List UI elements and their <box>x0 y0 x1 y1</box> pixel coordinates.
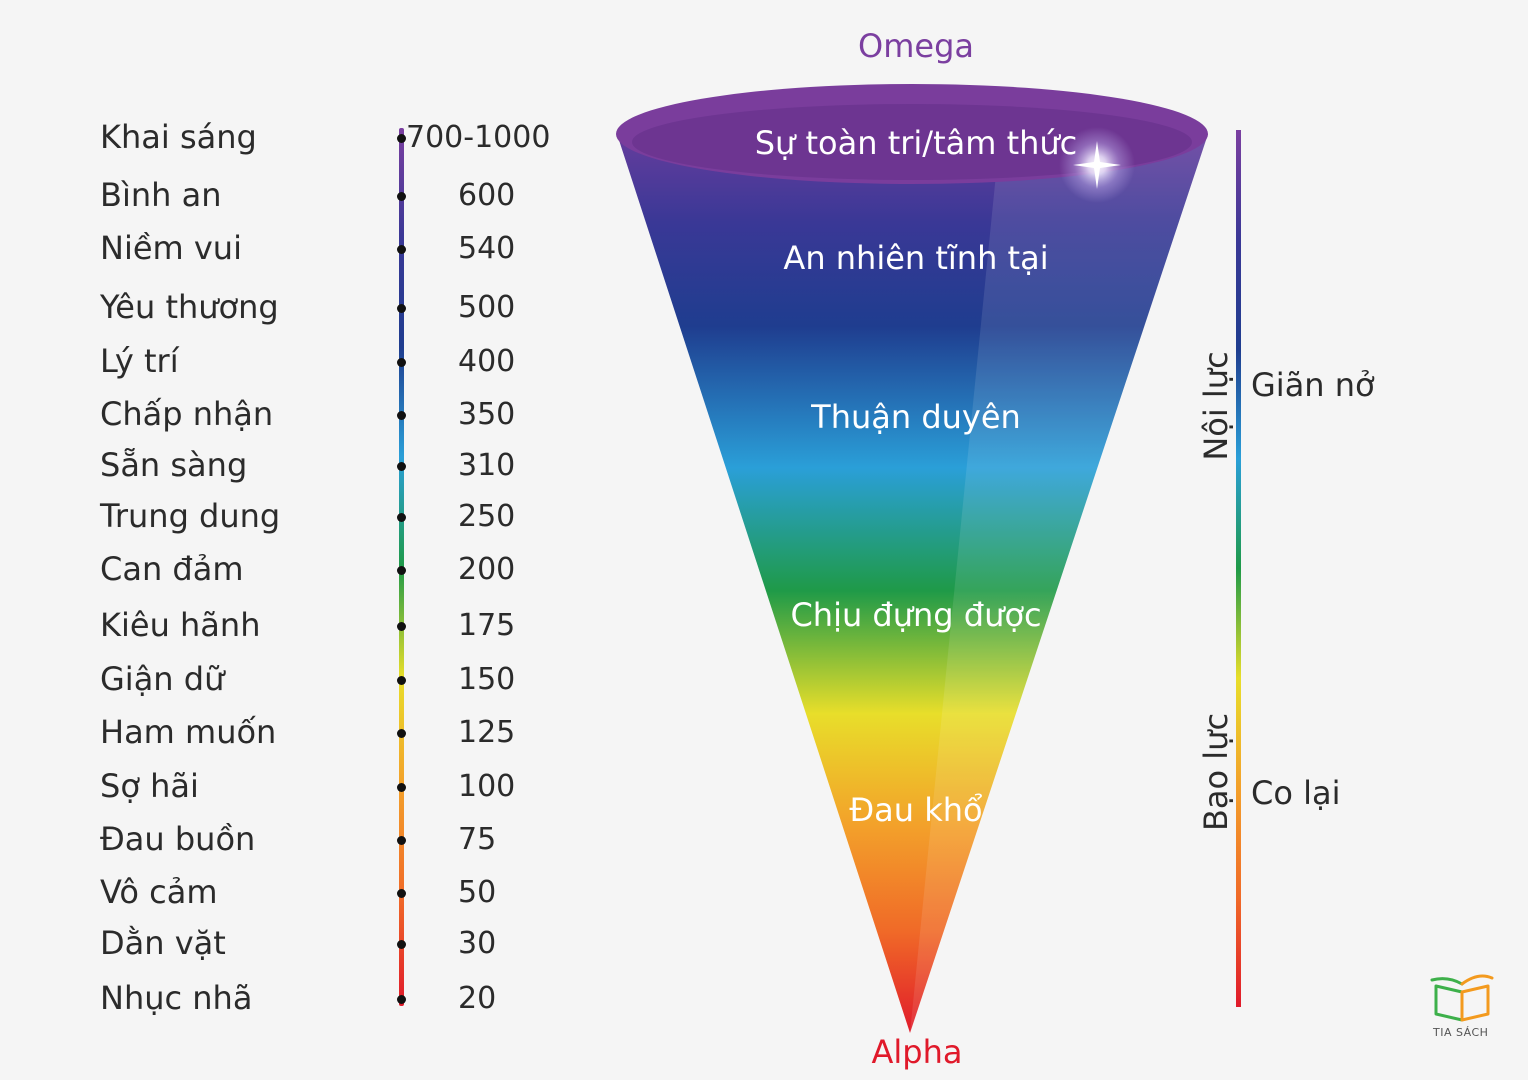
violence-label: Bạo lực <box>1197 712 1235 832</box>
level-value: 200 <box>458 552 516 587</box>
cone-highlight <box>910 134 1208 1033</box>
level-dot <box>397 245 406 254</box>
logo-text: TIA SÁCH <box>1433 1026 1489 1039</box>
omega-label: Omega <box>858 27 974 65</box>
level-dot <box>397 411 406 420</box>
level-dot <box>397 836 406 845</box>
expand-label: Giãn nở <box>1251 366 1375 404</box>
level-value: 400 <box>458 344 516 379</box>
contract-label: Co lại <box>1251 774 1341 812</box>
sparkle-icon <box>1059 127 1135 203</box>
level-dot <box>397 134 406 143</box>
level-dot <box>397 783 406 792</box>
cone-rim-shade <box>632 104 1192 180</box>
level-label: Chấp nhận <box>100 395 274 433</box>
level-value: 150 <box>458 662 516 697</box>
level-label: Ham muốn <box>100 713 277 751</box>
cone-stage-label: Sự toàn tri/tâm thức <box>754 124 1078 162</box>
tia-sach-logo <box>1430 974 1494 1022</box>
level-dot <box>397 729 406 738</box>
level-dot <box>397 676 406 685</box>
level-value: 500 <box>458 290 516 325</box>
level-dot <box>397 358 406 367</box>
inner-force-label: Nội lực <box>1197 351 1235 461</box>
level-value: 600 <box>458 178 516 213</box>
level-label: Kiêu hãnh <box>100 606 261 644</box>
level-dot <box>397 304 406 313</box>
level-label: Trung dung <box>100 497 281 535</box>
level-label: Sẵn sàng <box>100 446 248 484</box>
level-label: Khai sáng <box>100 118 257 156</box>
level-value: 700-1000 <box>406 120 551 155</box>
level-value: 540 <box>458 231 516 266</box>
cone-stage-label: Thuận duyên <box>811 398 1021 436</box>
level-dot <box>397 889 406 898</box>
level-label: Niềm vui <box>100 229 242 267</box>
level-value: 175 <box>458 608 516 643</box>
level-label: Giận dữ <box>100 660 225 698</box>
level-dot <box>397 462 406 471</box>
level-value: 20 <box>458 981 497 1016</box>
cone-stage-label: An nhiên tĩnh tại <box>783 239 1049 277</box>
level-label: Đau buồn <box>100 820 256 858</box>
level-dot <box>397 513 406 522</box>
level-dot <box>397 940 406 949</box>
level-dot <box>397 622 406 631</box>
level-value: 125 <box>458 715 516 750</box>
level-value: 50 <box>458 875 497 910</box>
level-dot <box>397 566 406 575</box>
level-dot <box>397 995 406 1004</box>
level-value: 350 <box>458 397 516 432</box>
level-label: Yêu thương <box>100 288 279 326</box>
level-dot <box>397 192 406 201</box>
level-value: 30 <box>458 926 497 961</box>
level-value: 310 <box>458 448 516 483</box>
level-label: Vô cảm <box>100 873 218 911</box>
cone-stage-label: Chịu đựng được <box>790 596 1042 634</box>
level-value: 100 <box>458 769 516 804</box>
level-label: Bình an <box>100 176 222 214</box>
cone-body <box>617 134 1208 1033</box>
level-label: Can đảm <box>100 550 244 588</box>
level-label: Nhục nhã <box>100 979 253 1017</box>
cone-stage-label: Đau khổ <box>849 791 983 829</box>
level-value: 250 <box>458 499 516 534</box>
level-label: Sợ hãi <box>100 767 199 805</box>
level-label: Dằn vặt <box>100 924 226 962</box>
alpha-label: Alpha <box>871 1033 963 1071</box>
level-label: Lý trí <box>100 342 179 380</box>
level-value: 75 <box>458 822 497 857</box>
force-scale-bar <box>1236 130 1241 1007</box>
